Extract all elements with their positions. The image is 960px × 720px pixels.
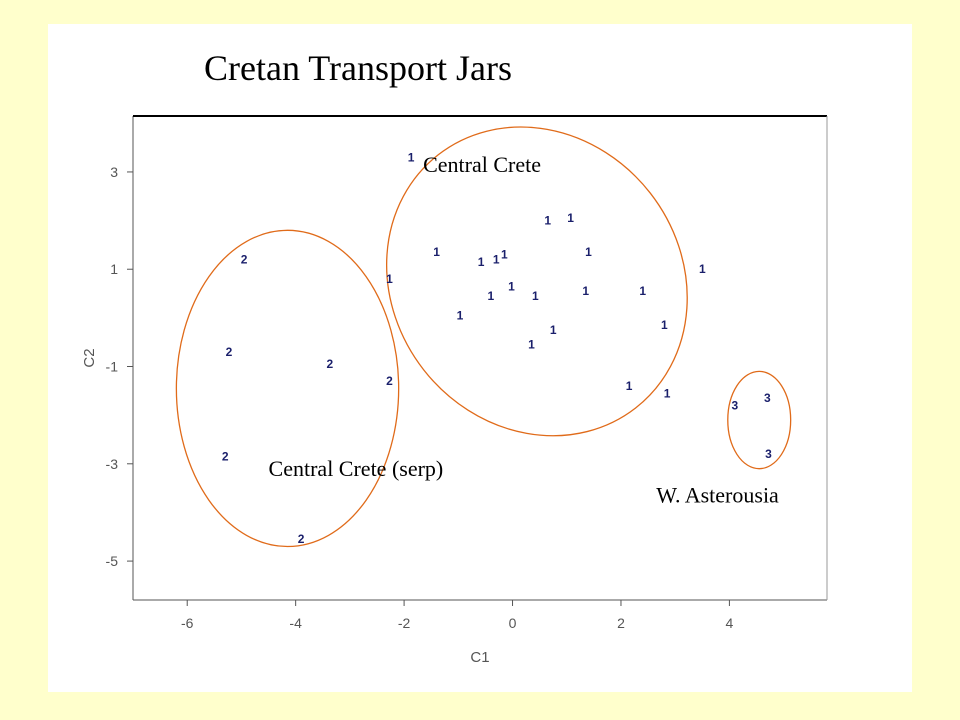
data-point-group-3: 3 <box>765 447 772 461</box>
data-point-group-1: 1 <box>508 279 515 293</box>
data-point-group-1: 1 <box>528 338 535 352</box>
data-point-group-1: 1 <box>493 252 500 266</box>
data-point-group-1: 1 <box>664 386 671 400</box>
y-tick-label: 1 <box>110 261 118 277</box>
data-point-group-1: 1 <box>488 289 495 303</box>
chart-title: Cretan Transport Jars <box>204 48 512 88</box>
x-tick-label: -4 <box>289 615 302 631</box>
cluster-ellipse <box>175 229 400 548</box>
data-point-group-2: 2 <box>241 252 248 266</box>
y-axis-label: C2 <box>81 348 98 367</box>
data-point-group-2: 2 <box>326 357 333 371</box>
cluster-label: Central Crete <box>423 152 541 177</box>
y-tick-label: -3 <box>106 456 119 472</box>
x-tick-label: 2 <box>617 615 625 631</box>
data-point-group-1: 1 <box>582 284 589 298</box>
y-tick-label: 3 <box>110 164 118 180</box>
data-point-group-1: 1 <box>532 289 539 303</box>
data-point-group-2: 2 <box>386 374 393 388</box>
x-tick-label: 4 <box>726 615 734 631</box>
data-point-group-1: 1 <box>585 245 592 259</box>
data-point-group-2: 2 <box>298 532 305 546</box>
data-point-group-1: 1 <box>478 255 485 269</box>
cluster-ellipse <box>727 370 792 470</box>
y-tick-label: -5 <box>106 553 119 569</box>
data-point-group-3: 3 <box>764 391 771 405</box>
x-axis-label: C1 <box>470 649 489 666</box>
data-point-group-2: 2 <box>226 345 233 359</box>
x-tick-label: -6 <box>181 615 194 631</box>
data-point-group-3: 3 <box>731 398 738 412</box>
data-point-group-1: 1 <box>550 323 557 337</box>
data-point-group-2: 2 <box>222 450 229 464</box>
data-point-group-1: 1 <box>661 318 668 332</box>
cluster-label: Central Crete (serp) <box>269 456 444 481</box>
y-tick-label: -1 <box>106 359 119 375</box>
x-tick-label: 0 <box>509 615 517 631</box>
data-point-group-1: 1 <box>457 308 464 322</box>
data-point-group-1: 1 <box>386 272 393 286</box>
cluster-label: W. Asterousia <box>656 483 779 508</box>
data-point-group-1: 1 <box>408 150 415 164</box>
data-point-group-1: 1 <box>567 211 574 225</box>
data-point-group-1: 1 <box>639 284 646 298</box>
plot-area <box>133 116 827 600</box>
data-point-group-1: 1 <box>433 245 440 259</box>
data-point-group-1: 1 <box>501 248 508 262</box>
data-point-group-1: 1 <box>626 379 633 393</box>
data-point-group-1: 1 <box>544 214 551 228</box>
cluster-ellipse <box>385 126 688 437</box>
data-point-group-1: 1 <box>699 262 706 276</box>
x-tick-label: -2 <box>398 615 411 631</box>
